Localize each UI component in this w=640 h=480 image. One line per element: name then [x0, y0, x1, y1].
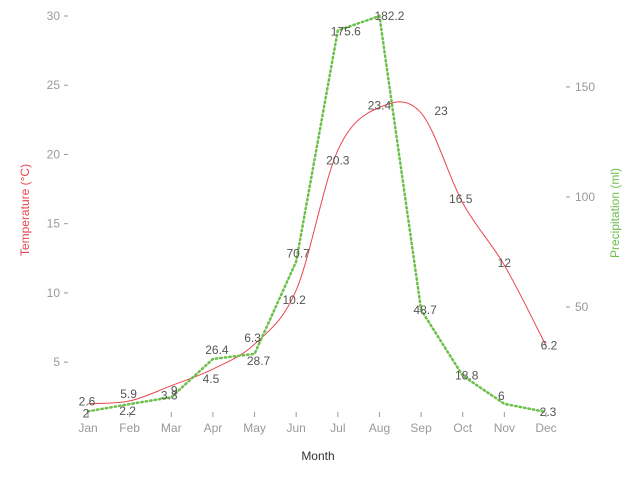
y-right-axis-title: Precipitation (ml)	[608, 168, 622, 258]
data-label-temperature: 23	[434, 104, 448, 118]
x-axis-title: Month	[301, 449, 334, 463]
data-label-temperature: 10.2	[283, 293, 307, 307]
data-label-temperature: 16.5	[449, 192, 473, 206]
data-label-temperature: 3.3	[161, 389, 178, 403]
data-label-temperature: 2.2	[119, 404, 136, 418]
x-tick-label: Apr	[204, 421, 223, 435]
y-left-tick-label: 10	[47, 286, 61, 300]
data-label-temperature: 23.4	[368, 98, 392, 112]
data-label-precipitation: 48.7	[413, 303, 437, 317]
data-label-precipitation: 182.2	[374, 9, 404, 23]
x-tick-label: Mar	[161, 421, 182, 435]
data-label-precipitation: 70.7	[287, 246, 311, 260]
data-label-temperature: 6.3	[244, 331, 261, 345]
x-tick-label: Feb	[119, 421, 140, 435]
data-label-precipitation: 175.6	[331, 25, 361, 39]
x-tick-label: Jun	[287, 421, 306, 435]
y-left-tick-label: 5	[53, 355, 60, 369]
data-label-precipitation: 2.6	[79, 394, 96, 408]
series-line-temperature	[87, 101, 547, 405]
y-left-tick-label: 25	[47, 78, 61, 92]
data-labels: 2 2.2 3.3 4.5 6.3 10.2 20.3 23.4 23 16.5 12 6.2 2.6 5…	[79, 9, 558, 421]
x-tick-label: Aug	[369, 421, 390, 435]
data-label-precipitation: 28.7	[247, 354, 271, 368]
data-label-precipitation: 2.3	[540, 405, 557, 419]
y-right-tick-label: 50	[575, 300, 589, 314]
x-tick-label: Nov	[494, 421, 515, 435]
x-axis: Jan Feb Mar Apr May Jun Jul Aug Sep Oct Nov Dec	[78, 412, 557, 435]
x-tick-label: May	[243, 421, 266, 435]
data-label-precipitation: 26.4	[205, 343, 229, 357]
y-left-tick-label: 20	[47, 147, 61, 161]
data-label-precipitation: 9	[171, 383, 178, 397]
data-label-temperature: 4.5	[203, 372, 220, 386]
x-tick-label: Dec	[535, 421, 556, 435]
data-label-temperature: 12	[498, 256, 512, 270]
y-left-tick-label: 15	[47, 217, 61, 231]
series-line-precipitation	[86, 14, 548, 414]
data-label-temperature: 20.3	[326, 153, 350, 167]
right-axis: 50 100 150	[566, 80, 595, 314]
y-right-tick-label: 150	[575, 80, 595, 94]
x-tick-label: Sep	[410, 421, 432, 435]
data-label-temperature: 6.2	[541, 339, 558, 353]
x-tick-label: Jul	[330, 421, 345, 435]
x-tick-label: Jan	[78, 421, 97, 435]
data-label-temperature: 2	[83, 407, 90, 421]
data-label-precipitation: 18.8	[455, 369, 479, 383]
y-left-tick-label: 30	[47, 9, 61, 23]
data-label-precipitation: 5.9	[120, 387, 137, 401]
y-right-tick-label: 100	[575, 190, 595, 204]
left-axis: 5 10 15 20 25 30	[47, 9, 68, 369]
x-tick-label: Oct	[453, 421, 472, 435]
y-left-axis-title: Temperature (°C)	[18, 164, 32, 256]
series-layer	[86, 14, 548, 414]
data-label-precipitation: 6	[498, 389, 505, 403]
